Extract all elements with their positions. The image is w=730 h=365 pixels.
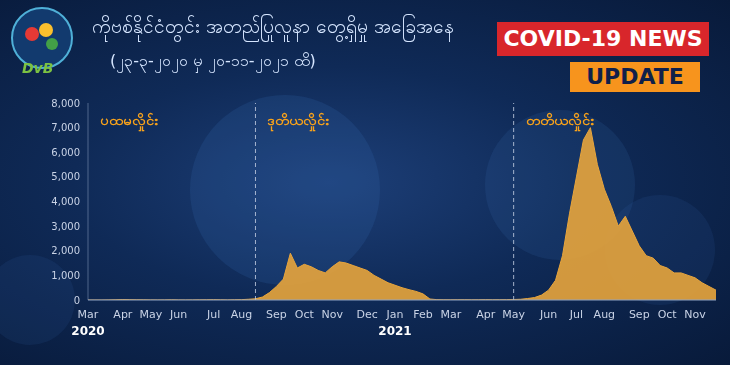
svg-text:Jul: Jul xyxy=(206,308,220,321)
svg-text:Jan2021: Jan2021 xyxy=(378,308,411,338)
svg-text:5,000: 5,000 xyxy=(51,171,80,182)
html-text:ကိုဗစ်နိုင်ငံတွင်း အတည်ပြုလူနာ: ကိုဗစ်နိုင်ငံတွင်း အတည်ပြုလူနာ တွေ့ရှိမှ… xyxy=(92,15,455,37)
html-text:COVID-19 NEWS: COVID-19 NEWS xyxy=(503,26,703,51)
svg-text:Dec: Dec xyxy=(356,308,377,321)
svg-text:4,000: 4,000 xyxy=(51,196,80,207)
svg-text:Aug: Aug xyxy=(594,308,615,321)
svg-text:Jun: Jun xyxy=(539,308,557,321)
html-text:DvB: DvB xyxy=(22,60,54,76)
svg-text:Oct: Oct xyxy=(658,308,678,321)
svg-text:Oct: Oct xyxy=(295,308,315,321)
svg-text:Nov: Nov xyxy=(321,308,343,321)
svg-text:Mar2020: Mar2020 xyxy=(71,308,104,338)
svg-text:6,000: 6,000 xyxy=(51,147,80,158)
svg-text:May: May xyxy=(139,308,162,321)
svg-text:2,000: 2,000 xyxy=(51,245,80,256)
svg-text:Feb: Feb xyxy=(413,308,432,321)
svg-text:ဒုတိယလှိုင်း: ဒုတိယလှိုင်း xyxy=(267,112,329,132)
svg-text:ပထမလှိုင်း: ပထမလှိုင်း xyxy=(100,112,158,132)
html-text:(၂၃-၃-၂၀၂၀ မှ ၂၀-၁၁-၂၀၂၁ ထိ): (၂၃-၃-၂၀၂၀ မှ ၂၀-၁၁-၂၀၂၁ ထိ) xyxy=(110,51,316,70)
svg-text:Jun: Jun xyxy=(169,308,187,321)
svg-text:Apr: Apr xyxy=(113,308,133,321)
svg-text:Sep: Sep xyxy=(629,308,650,321)
svg-text:Nov: Nov xyxy=(684,308,706,321)
svg-text:0: 0 xyxy=(74,295,80,306)
svg-text:1,000: 1,000 xyxy=(51,270,80,281)
svg-text:7,000: 7,000 xyxy=(51,122,80,133)
svg-text:8,000: 8,000 xyxy=(51,98,80,109)
html-text:UPDATE: UPDATE xyxy=(586,64,684,89)
svg-text:3,000: 3,000 xyxy=(51,221,80,232)
svg-text:Sep: Sep xyxy=(266,308,287,321)
svg-text:Mar: Mar xyxy=(440,308,461,321)
svg-text:Aug: Aug xyxy=(231,308,252,321)
svg-text:Apr: Apr xyxy=(476,308,496,321)
svg-text:တတိယလှိုင်း: တတိယလှိုင်း xyxy=(526,112,594,132)
svg-text:Jul: Jul xyxy=(569,308,583,321)
svg-text:May: May xyxy=(502,308,525,321)
